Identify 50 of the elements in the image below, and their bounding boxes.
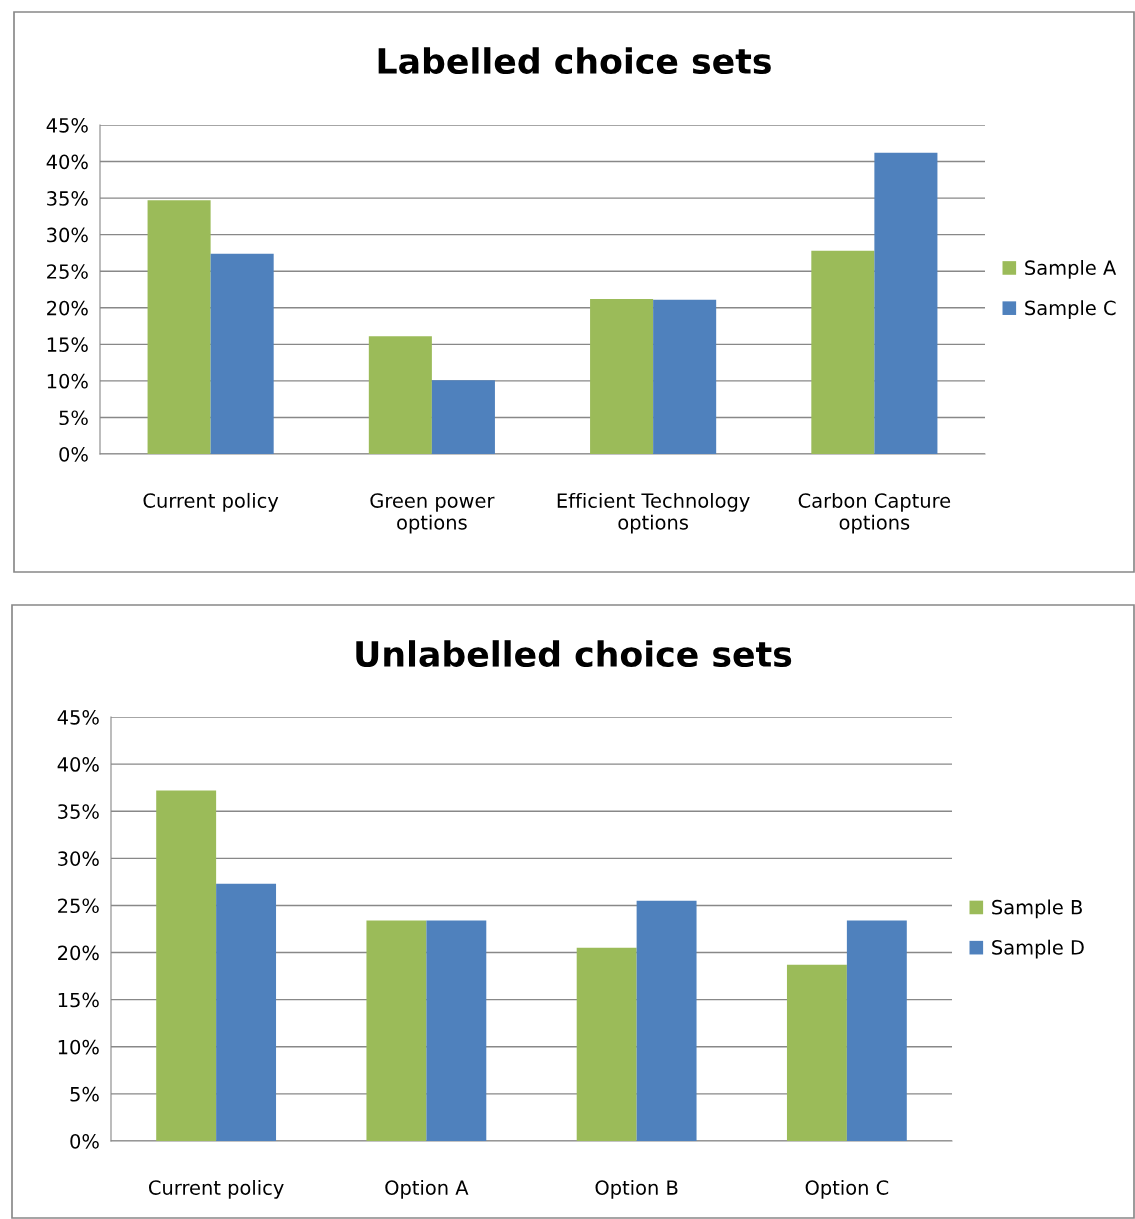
- bar: [426, 920, 487, 1141]
- y-tick-label: 5%: [70, 1086, 99, 1102]
- y-tick-label: 10%: [47, 373, 88, 389]
- x-tick-label: Option B: [595, 1179, 678, 1199]
- y-tick-label: 20%: [58, 945, 99, 961]
- legend-label: Sample A: [1025, 259, 1117, 279]
- y-tick-label: 0%: [59, 446, 88, 462]
- bar: [156, 790, 217, 1141]
- y-tick-label: 40%: [57, 757, 99, 772]
- bar: [576, 947, 637, 1141]
- bar: [653, 299, 717, 454]
- x-tick-label: Efficient Technology options: [557, 492, 750, 534]
- bar: [590, 299, 654, 454]
- y-tick-label: 30%: [58, 851, 99, 866]
- bar: [786, 964, 847, 1141]
- y-tick-label: 45%: [57, 709, 99, 725]
- bar: [147, 200, 211, 454]
- x-tick-label: Option A: [385, 1179, 469, 1199]
- legend-label: Sample D: [992, 939, 1084, 959]
- y-tick-label: 10%: [58, 1039, 99, 1055]
- x-tick-label: Green power options: [370, 493, 495, 534]
- y-tick-label: 0%: [70, 1133, 99, 1149]
- y-tick-label: 35%: [47, 191, 88, 206]
- bar: [846, 920, 907, 1141]
- bar: [811, 250, 875, 454]
- bar: [210, 253, 274, 454]
- bar: [368, 336, 432, 454]
- bar: [636, 900, 697, 1141]
- y-tick-label: 35%: [58, 804, 99, 819]
- bar: [431, 380, 495, 454]
- x-tick-label: Current policy: [143, 492, 279, 512]
- legend-label: Sample B: [992, 899, 1082, 919]
- bar: [366, 920, 427, 1141]
- y-tick-label: 5%: [59, 410, 88, 426]
- y-tick-label: 25%: [47, 264, 88, 279]
- chart-title: Labelled choice sets: [378, 47, 771, 75]
- y-tick-label: 15%: [58, 992, 99, 1008]
- bar: [874, 152, 938, 454]
- chart-title: Unlabelled choice sets: [356, 640, 792, 668]
- legend-label: Sample C: [1025, 300, 1116, 320]
- y-tick-label: 40%: [46, 154, 88, 170]
- y-tick-label: 15%: [47, 337, 88, 352]
- x-tick-label: Carbon Capture options: [798, 492, 951, 534]
- y-tick-label: 45%: [46, 117, 88, 133]
- y-tick-label: 30%: [47, 227, 88, 243]
- x-tick-label: Current policy: [148, 1179, 284, 1199]
- x-tick-label: Option C: [805, 1179, 889, 1199]
- bar: [216, 883, 277, 1141]
- y-tick-label: 20%: [47, 300, 88, 316]
- y-tick-label: 25%: [58, 898, 99, 914]
